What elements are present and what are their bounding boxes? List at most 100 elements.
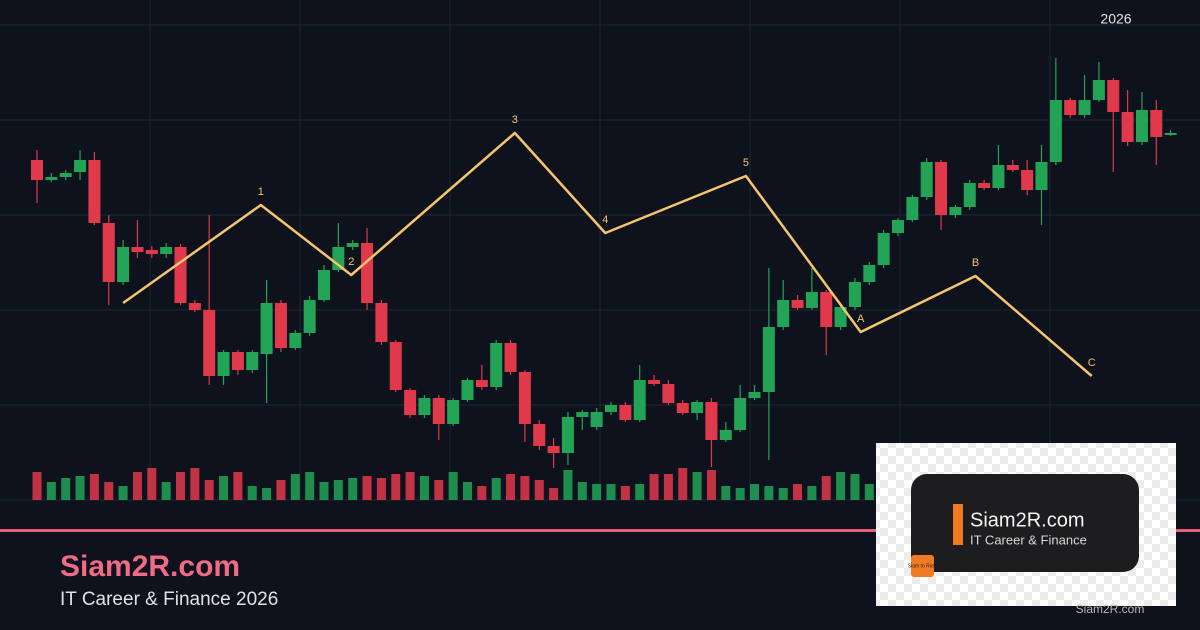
volume-bar	[506, 474, 516, 500]
wave-label: C	[1088, 357, 1096, 369]
card-subtitle: IT Career & Finance	[970, 532, 1087, 547]
candle-body	[662, 384, 675, 403]
candle-body	[318, 270, 330, 300]
volume-bar	[290, 474, 300, 500]
volume-bar	[204, 480, 214, 500]
wave: 1 2 3 4 5 A B C	[122, 114, 1096, 377]
wave-line	[122, 131, 1093, 377]
candle-body	[231, 352, 244, 370]
volume-bar	[534, 480, 544, 500]
badge	[911, 555, 934, 577]
candle-body	[691, 402, 704, 413]
volume-bar	[147, 468, 157, 500]
candle-body	[992, 165, 1005, 188]
volume-bar	[735, 488, 745, 500]
volume-bar	[348, 478, 358, 500]
candle-body	[145, 250, 158, 254]
candle-body	[963, 183, 976, 207]
volume-bar	[391, 474, 401, 500]
candle-body	[590, 412, 603, 427]
candle-body	[576, 412, 589, 417]
volume-bar	[419, 476, 429, 500]
candle-body	[805, 292, 818, 308]
volume-bar	[706, 470, 716, 500]
candle-body	[1049, 100, 1062, 162]
candle-body	[1092, 80, 1105, 100]
footer-subtitle: IT Career & Finance 2026	[60, 589, 278, 610]
volume-bar	[864, 484, 874, 500]
footer-title: Siam2R.com	[60, 550, 240, 583]
volume-bar	[376, 478, 386, 500]
divider	[0, 529, 1200, 532]
candle-body	[59, 173, 72, 177]
volume-bar	[563, 470, 573, 500]
candle-body	[475, 380, 488, 387]
volume-bar	[649, 474, 659, 500]
volume-bar	[161, 482, 171, 500]
candle-body	[777, 300, 790, 327]
logo-card: Siam2R.com IT Career & Finance Siam to R…	[876, 443, 1176, 616]
volume-bar	[276, 480, 286, 500]
candle-body	[676, 403, 689, 413]
candle-body	[734, 398, 747, 430]
badge-text: Siam to Rich	[908, 563, 937, 569]
candles	[31, 58, 1177, 468]
candle-body	[217, 352, 230, 376]
candle-body	[490, 343, 503, 387]
candle-body	[1135, 110, 1148, 142]
volume-bar	[89, 474, 99, 500]
candle-body	[274, 303, 287, 348]
volume-bar	[262, 488, 272, 500]
candle-body	[561, 417, 574, 453]
candle-body	[820, 292, 833, 327]
volume-bar	[463, 482, 472, 500]
candle-body	[188, 303, 201, 310]
candle-body	[404, 390, 417, 415]
candle-body	[74, 160, 87, 172]
wave-label: 4	[602, 214, 608, 226]
candle-body	[461, 380, 474, 400]
volume-bar	[764, 486, 774, 500]
candle-body	[375, 303, 388, 342]
volume-bar	[678, 468, 688, 500]
card-panel	[911, 474, 1139, 572]
candle-body	[762, 327, 775, 392]
volume-bar	[333, 480, 343, 500]
candle-body	[504, 343, 517, 372]
volume-bar	[362, 476, 372, 500]
volume-bar	[491, 478, 501, 500]
candle-body	[361, 243, 374, 303]
year-label: 2026	[1100, 11, 1131, 27]
wave-label: 2	[348, 256, 354, 268]
volume-bar	[305, 472, 315, 500]
volume-bar	[434, 480, 444, 500]
volume-bar	[247, 486, 257, 500]
candle-body	[31, 160, 43, 180]
volume-bar	[793, 484, 803, 500]
volume-bar	[104, 482, 114, 500]
volume-bar	[592, 484, 602, 500]
volume-bar	[219, 476, 229, 500]
volume-bar	[807, 486, 817, 500]
candle-body	[791, 300, 804, 308]
volume-bar	[477, 486, 487, 500]
volume-bar	[821, 476, 831, 500]
volume-bar	[319, 482, 329, 500]
volume-bar	[118, 486, 128, 500]
volume-bar	[520, 476, 530, 500]
candle-body	[203, 310, 216, 376]
candle-body	[1164, 133, 1177, 135]
volume-bar	[836, 472, 846, 500]
candle-body	[648, 380, 661, 384]
candle-body	[102, 223, 115, 282]
candle-body	[418, 398, 431, 415]
candle-body	[533, 424, 546, 446]
candle-body	[45, 177, 58, 180]
candle-body	[863, 265, 876, 282]
volume-bar	[635, 484, 645, 500]
candle-body	[978, 183, 991, 188]
card-title: Siam2R.com	[970, 509, 1084, 531]
volume-bar	[46, 482, 56, 500]
